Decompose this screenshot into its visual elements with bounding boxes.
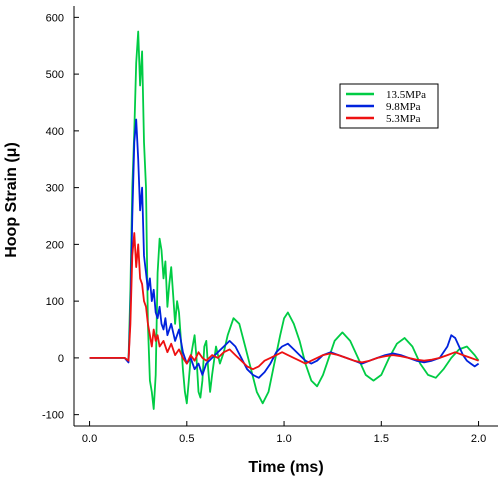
y-tick-label: 100: [46, 296, 64, 308]
y-tick-label: 0: [58, 353, 64, 365]
legend-label: 5.3MPa: [386, 113, 421, 125]
y-tick-label: 400: [46, 126, 64, 138]
x-tick-label: 0.0: [82, 433, 97, 445]
y-tick-label: 300: [46, 183, 64, 195]
legend-label: 9.8MPa: [386, 101, 421, 113]
y-tick-label: -100: [42, 410, 64, 422]
series-layer: [89, 30, 480, 410]
series-line-5-3mpa: [89, 232, 479, 371]
x-tick-label: 1.5: [374, 433, 389, 445]
plot-frame: [73, 6, 498, 427]
y-tick-label: 600: [46, 12, 64, 24]
legend-box: [339, 83, 439, 129]
series-line-13-5mpa: [89, 30, 480, 410]
axis-ticks: 0.0 0.5 1.0 1.5 2.0 -100 0 100 200 300 400 500 600: [42, 12, 486, 445]
x-tick-label: 1.0: [276, 433, 291, 445]
y-tick-label: 500: [46, 69, 64, 81]
x-tick-label: 2.0: [471, 433, 486, 445]
legend-label: 13.5MPa: [386, 89, 426, 101]
y-tick-label: 200: [46, 239, 64, 251]
x-axis-title: Time (ms): [248, 459, 323, 476]
y-axis-title: Hoop Strain (μ): [3, 142, 20, 258]
x-tick-label: 0.5: [179, 433, 194, 445]
